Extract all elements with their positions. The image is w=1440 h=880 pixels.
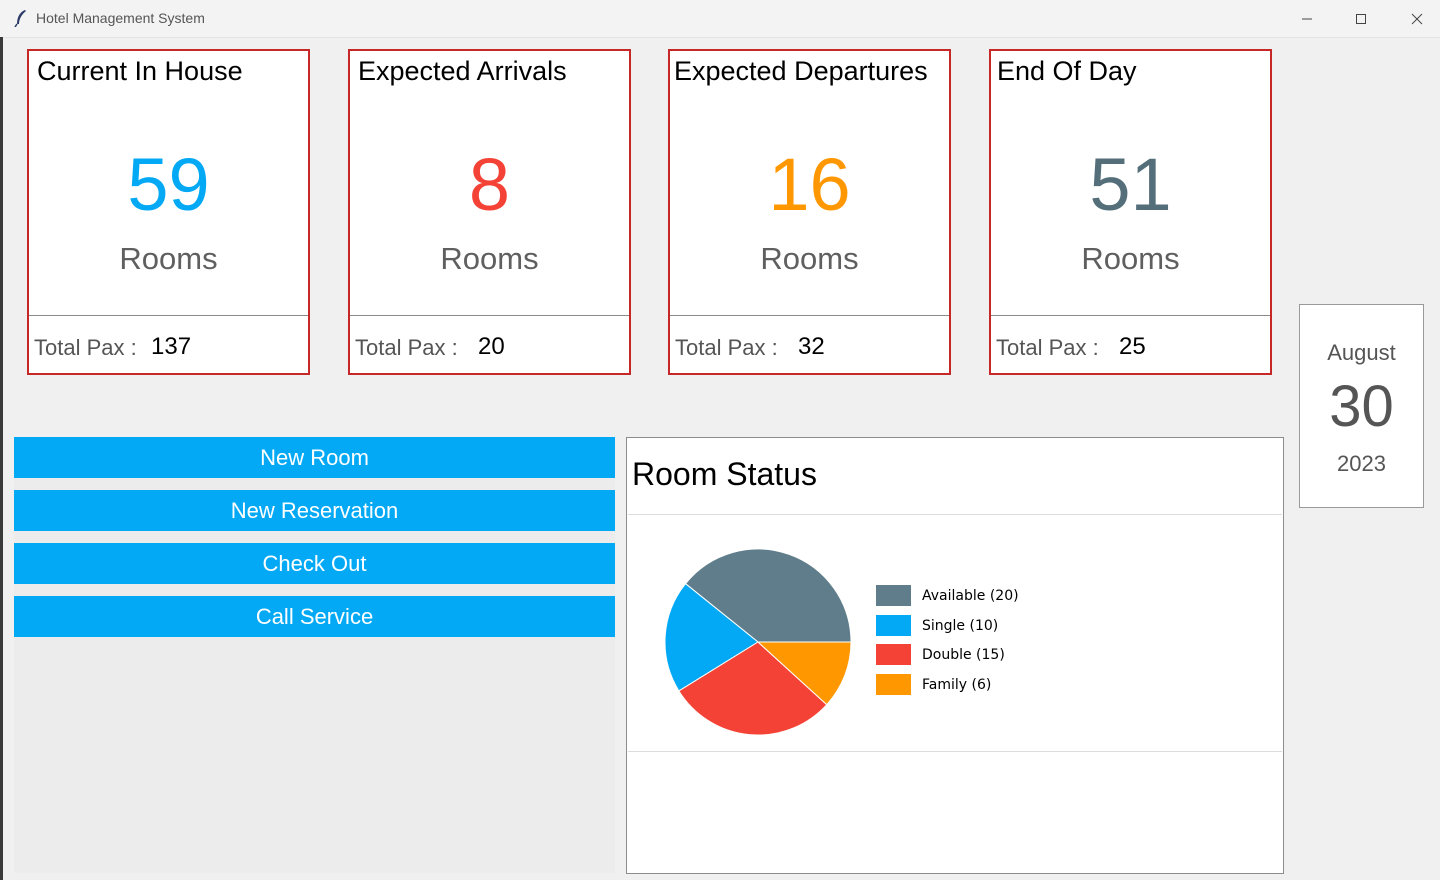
card-expected-arrivals: Expected Arrivals 8 Rooms Total Pax : 20 — [348, 49, 631, 375]
window-title: Hotel Management System — [36, 10, 205, 26]
card-room-count: 8 — [468, 143, 511, 226]
card-unit-label: Rooms — [119, 241, 218, 276]
card-unit-label: Rooms — [760, 241, 859, 276]
total-pax-label: Total Pax : — [675, 335, 778, 360]
legend-swatch — [876, 673, 911, 695]
close-icon — [1411, 13, 1423, 24]
card-expected-departures: Expected Departures 16 Rooms Total Pax :… — [668, 49, 951, 375]
total-pax-value: 32 — [798, 333, 825, 360]
date-year: 2023 — [1337, 451, 1386, 476]
pie-slice-double — [678, 641, 828, 736]
title-bar: Hotel Management System — [0, 0, 1440, 38]
card-end-of-day: End Of Day 51 Rooms Total Pax : 25 — [989, 49, 1272, 375]
pie-chart — [664, 548, 852, 736]
room-status-title: Room Status — [632, 456, 817, 492]
room-status-panel: Room Status Available (20) Single (10) Dou… — [626, 437, 1284, 874]
card-title: End Of Day — [997, 56, 1137, 86]
pie-slice-family — [756, 641, 852, 706]
legend-swatch — [876, 614, 911, 636]
date-month: August — [1327, 340, 1396, 365]
card-unit-label: Rooms — [440, 241, 539, 276]
total-pax-value: 137 — [151, 333, 192, 360]
minimize-button[interactable] — [1280, 0, 1334, 37]
new-room-button[interactable]: New Room — [14, 437, 615, 478]
feather-icon — [14, 10, 26, 27]
total-pax-label: Total Pax : — [355, 335, 458, 360]
minimize-icon — [1302, 18, 1312, 19]
total-pax-value: 20 — [478, 333, 505, 360]
card-room-count: 59 — [127, 143, 210, 226]
legend-swatch — [876, 644, 911, 665]
total-pax-label: Total Pax : — [34, 335, 137, 360]
check-out-button[interactable]: Check Out — [14, 543, 615, 584]
close-button[interactable] — [1390, 0, 1440, 37]
date-day: 30 — [1329, 374, 1394, 439]
pie-slice-available — [684, 548, 852, 643]
card-title: Current In House — [37, 56, 243, 86]
new-reservation-button[interactable]: New Reservation — [14, 490, 615, 531]
legend-label: Double (15) — [922, 647, 1005, 663]
card-title: Expected Departures — [674, 56, 928, 86]
card-current-in-house: Current In House 59 Rooms Total Pax : 13… — [27, 49, 310, 375]
card-room-count: 16 — [768, 143, 851, 226]
maximize-icon — [1356, 13, 1366, 24]
legend-label: Family (6) — [922, 676, 992, 693]
card-divider — [29, 315, 308, 316]
legend-label: Single (10) — [922, 617, 999, 634]
maximize-button[interactable] — [1334, 0, 1388, 37]
card-divider — [991, 315, 1270, 316]
card-divider — [670, 315, 949, 316]
card-unit-label: Rooms — [1081, 241, 1180, 276]
card-title: Expected Arrivals — [358, 56, 567, 86]
total-pax-label: Total Pax : — [996, 335, 1099, 360]
window-edge — [0, 37, 3, 880]
call-service-button[interactable]: Call Service — [14, 596, 615, 637]
room-status-chart: Available (20) Single (10) Double (15) Fami… — [628, 514, 1282, 752]
pie-slice-single — [664, 582, 759, 692]
card-room-count: 51 — [1089, 143, 1172, 226]
total-pax-value: 25 — [1119, 333, 1146, 360]
date-display: August 30 2023 — [1299, 304, 1424, 508]
card-divider — [350, 315, 629, 316]
legend-swatch — [876, 585, 911, 606]
legend-label: Available (20) — [922, 588, 1019, 604]
